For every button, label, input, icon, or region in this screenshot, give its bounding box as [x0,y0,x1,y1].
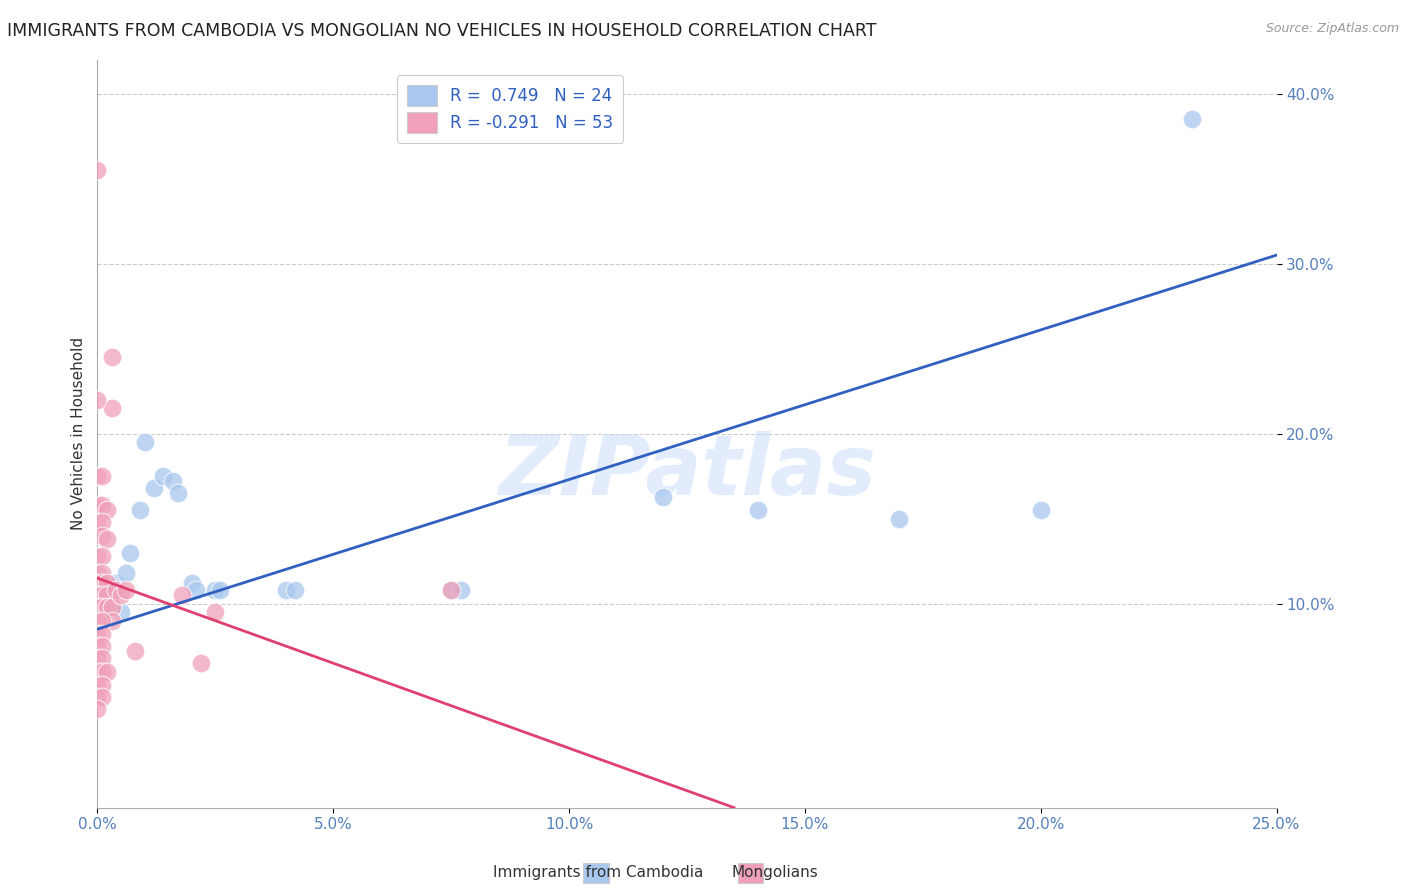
Point [86,627,108,641]
Point [91,651,114,665]
Point [86,639,108,653]
Point [86,498,108,512]
Point [1029,503,1052,517]
Point [91,614,114,628]
Point [96,532,118,546]
Point [100,614,122,628]
Point [110,588,132,602]
Point [100,584,122,599]
Point [100,600,122,615]
Point [114,566,136,580]
Point [128,503,150,517]
Point [91,639,114,653]
Point [204,605,226,619]
Point [100,350,122,364]
Point [86,665,108,679]
Point [134,435,156,450]
Point [91,549,114,563]
Point [86,576,108,591]
Point [186,582,208,597]
Point [86,469,108,483]
Point [152,469,174,483]
Point [190,656,212,670]
Point [274,582,297,597]
Point [86,651,108,665]
Y-axis label: No Vehicles in Household: No Vehicles in Household [72,337,86,530]
Point [114,582,136,597]
Legend: R =  0.749   N = 24, R = -0.291   N = 53: R = 0.749 N = 24, R = -0.291 N = 53 [396,76,623,143]
Point [91,678,114,692]
Point [86,588,108,602]
Point [86,515,108,529]
Point [172,588,194,602]
Point [91,498,114,512]
Point [96,503,118,517]
Point [91,469,114,483]
Point [91,665,114,679]
Point [105,576,128,591]
Text: Immigrants from Cambodia: Immigrants from Cambodia [492,865,703,880]
Point [86,163,108,178]
Point [166,486,188,500]
Point [440,582,463,597]
Point [96,665,118,679]
Point [86,566,108,580]
Point [91,576,114,591]
Point [120,546,142,560]
Point [96,588,118,602]
Point [91,515,114,529]
Point [86,392,108,407]
Text: Source: ZipAtlas.com: Source: ZipAtlas.com [1265,22,1399,36]
Point [100,401,122,416]
Point [440,582,463,597]
Point [1181,112,1204,127]
Point [96,588,118,602]
Point [110,605,132,619]
Point [105,582,128,597]
Point [86,690,108,705]
Point [142,481,165,495]
Point [450,582,472,597]
Text: ZIPatlas: ZIPatlas [498,431,876,511]
Point [86,600,108,615]
Point [91,600,114,615]
Point [86,702,108,716]
Point [91,529,114,543]
Point [100,600,122,615]
Point [96,600,118,615]
Text: IMMIGRANTS FROM CAMBODIA VS MONGOLIAN NO VEHICLES IN HOUSEHOLD CORRELATION CHART: IMMIGRANTS FROM CAMBODIA VS MONGOLIAN NO… [7,22,876,40]
Point [652,490,675,504]
Point [96,576,118,591]
Point [91,566,114,580]
Point [747,503,769,517]
Point [91,574,114,589]
Point [86,614,108,628]
Point [86,678,108,692]
Point [124,644,146,658]
Point [91,690,114,705]
Text: Mongolians: Mongolians [731,865,818,880]
Point [889,511,911,525]
Point [91,588,114,602]
Point [180,576,202,591]
Point [162,475,184,489]
Point [284,582,307,597]
Point [86,549,108,563]
Point [208,582,231,597]
Point [204,582,226,597]
Point [91,627,114,641]
